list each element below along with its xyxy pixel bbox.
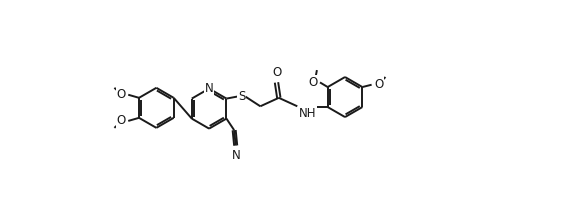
Text: O: O xyxy=(117,88,126,101)
Text: N: N xyxy=(232,149,241,162)
Text: NH: NH xyxy=(299,107,316,120)
Text: O: O xyxy=(374,78,383,91)
Text: N: N xyxy=(205,82,214,95)
Text: O: O xyxy=(309,76,318,89)
Text: O: O xyxy=(272,66,281,79)
Text: S: S xyxy=(238,90,246,103)
Text: O: O xyxy=(117,114,126,127)
